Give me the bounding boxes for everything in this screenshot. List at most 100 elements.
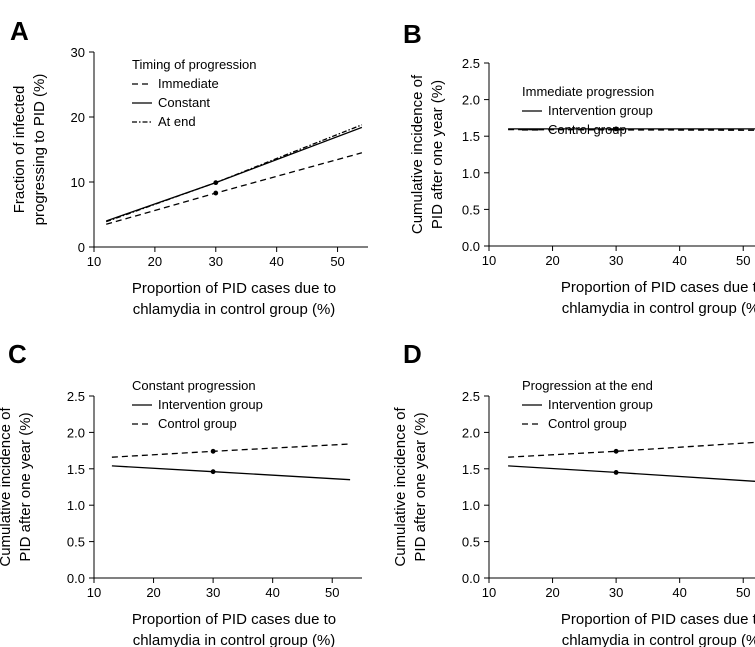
x-tick-label: 10 — [482, 253, 496, 268]
series-line-control-group — [508, 441, 755, 458]
legend-entry: Control group — [158, 416, 237, 431]
legend-title: Timing of progression — [132, 57, 257, 72]
y-tick-label: 1.0 — [462, 498, 480, 513]
y-axis-title: Cumulative incidence of — [392, 407, 409, 567]
x-axis-title: Proportion of PID cases due to — [561, 279, 755, 296]
y-tick-label: 20 — [71, 110, 85, 125]
legend-entry: Constant — [158, 95, 210, 110]
x-tick-label: 30 — [209, 254, 223, 269]
y-tick-label: 0.5 — [67, 535, 85, 550]
y-axis-title: Cumulative incidence of — [0, 407, 14, 567]
y-tick-label: 0 — [78, 240, 85, 255]
y-tick-label: 0.0 — [462, 239, 480, 254]
legend-entry: Control group — [548, 122, 627, 137]
legend-entry: Intervention group — [158, 397, 263, 412]
y-tick-label: 0.5 — [462, 535, 480, 550]
data-point-marker — [613, 470, 619, 475]
y-tick-label: 2.5 — [67, 389, 85, 404]
y-tick-label: 1.5 — [67, 462, 85, 477]
y-tick-label: 1.5 — [462, 462, 480, 477]
panel-letter: D — [403, 339, 422, 369]
x-tick-label: 30 — [206, 585, 220, 600]
y-tick-label: 2.0 — [67, 425, 85, 440]
series-group — [111, 443, 351, 481]
x-tick-label: 40 — [265, 585, 279, 600]
x-tick-label: 20 — [146, 585, 160, 600]
y-tick-label: 10 — [71, 175, 85, 190]
x-axis-title: chlamydia in control group (%) — [562, 632, 755, 647]
x-axis-title: chlamydia in control group (%) — [562, 300, 755, 317]
series-line-immediate — [106, 152, 363, 225]
x-tick-label: 50 — [330, 254, 344, 269]
legend-entry: At end — [158, 114, 196, 129]
y-axis-title: Cumulative incidence of — [409, 74, 426, 234]
y-tick-label: 30 — [71, 45, 85, 60]
y-tick-label: 1.5 — [462, 129, 480, 144]
panel-letter: C — [8, 339, 27, 369]
chart-panel-c: C 10 20 30 40 50 0.0 0.5 1.0 1.5 2.0 2.5 Proportion … — [0, 339, 362, 647]
x-axis-title: chlamydia in control group (%) — [133, 632, 336, 647]
y-axis-title: PID after one year (%) — [429, 80, 446, 229]
x-tick-label: 20 — [148, 254, 162, 269]
x-axis-title: Proportion of PID cases due to — [132, 280, 336, 297]
x-tick-label: 50 — [736, 253, 750, 268]
data-point-marker — [210, 448, 216, 454]
legend-entry: Control group — [548, 416, 627, 431]
x-tick-label: 20 — [545, 253, 559, 268]
series-line-constant — [105, 126, 363, 222]
legend-title: Constant progression — [132, 378, 256, 393]
data-point-marker — [613, 448, 619, 454]
panel-d: D 10 20 30 40 50 0.0 0.5 1.0 1.5 2.0 2.5 Proportion … — [392, 330, 755, 647]
legend-entry: Intervention group — [548, 103, 653, 118]
y-axis-title: PID after one year (%) — [17, 412, 34, 561]
x-tick-label: 10 — [87, 254, 101, 269]
y-tick-label: 1.0 — [67, 498, 85, 513]
x-tick-label: 40 — [269, 254, 283, 269]
panel-letter: B — [403, 19, 422, 49]
x-tick-label: 50 — [736, 585, 750, 600]
series-group — [508, 128, 755, 131]
series-line-intervention-group — [508, 465, 755, 482]
x-tick-label: 10 — [482, 585, 496, 600]
series-line-intervention-group — [111, 465, 351, 481]
x-tick-label: 40 — [672, 253, 686, 268]
legend-title: Progression at the end — [522, 378, 653, 393]
y-tick-label: 2.5 — [462, 56, 480, 71]
chart-panel-d: D 10 20 30 40 50 0.0 0.5 1.0 1.5 2.0 2.5 Proportion … — [392, 339, 755, 647]
series-line-control-group — [111, 443, 351, 458]
x-axis-title: Proportion of PID cases due to — [132, 611, 336, 628]
legend-entry: Intervention group — [548, 397, 653, 412]
x-tick-label: 20 — [545, 585, 559, 600]
x-tick-label: 10 — [87, 585, 101, 600]
y-tick-label: 1.0 — [462, 166, 480, 181]
data-point-marker — [213, 190, 219, 196]
x-axis-title: Proportion of PID cases due to — [561, 611, 755, 628]
panel-c: C 10 20 30 40 50 0.0 0.5 1.0 1.5 2.0 2.5 Proportion … — [0, 330, 377, 647]
panel-letter: A — [10, 16, 29, 46]
y-axis-title: Fraction of infected — [11, 86, 28, 214]
y-tick-label: 0.5 — [462, 202, 480, 217]
chart-panel-b: B 10 20 30 40 50 0.0 0.5 1.0 1.5 2.0 2.5 Proportion … — [403, 19, 755, 317]
y-axis-title: progressing to PID (%) — [31, 74, 48, 226]
y-tick-label: 0.0 — [67, 571, 85, 586]
series-line-control-group — [508, 128, 755, 131]
panel-b: B 10 20 30 40 50 0.0 0.5 1.0 1.5 2.0 2.5 Proportion … — [395, 0, 755, 323]
y-tick-label: 0.0 — [462, 571, 480, 586]
x-axis-title: chlamydia in control group (%) — [133, 301, 336, 318]
y-tick-label: 2.5 — [462, 389, 480, 404]
data-point-marker — [210, 469, 216, 475]
data-point-marker — [613, 126, 619, 132]
y-tick-label: 2.0 — [462, 425, 480, 440]
legend-entry: Immediate — [158, 76, 219, 91]
legend-title: Immediate progression — [522, 84, 654, 99]
x-tick-label: 50 — [325, 585, 339, 600]
x-tick-label: 30 — [609, 585, 623, 600]
data-point-marker — [213, 180, 219, 186]
x-tick-label: 40 — [672, 585, 686, 600]
y-axis-title: PID after one year (%) — [412, 412, 429, 561]
series-group — [508, 441, 755, 482]
series-group — [105, 124, 363, 225]
panel-a: A 10 20 30 40 50 0 10 20 30 Proportion of PID case… — [0, 0, 377, 323]
y-tick-label: 2.0 — [462, 93, 480, 108]
